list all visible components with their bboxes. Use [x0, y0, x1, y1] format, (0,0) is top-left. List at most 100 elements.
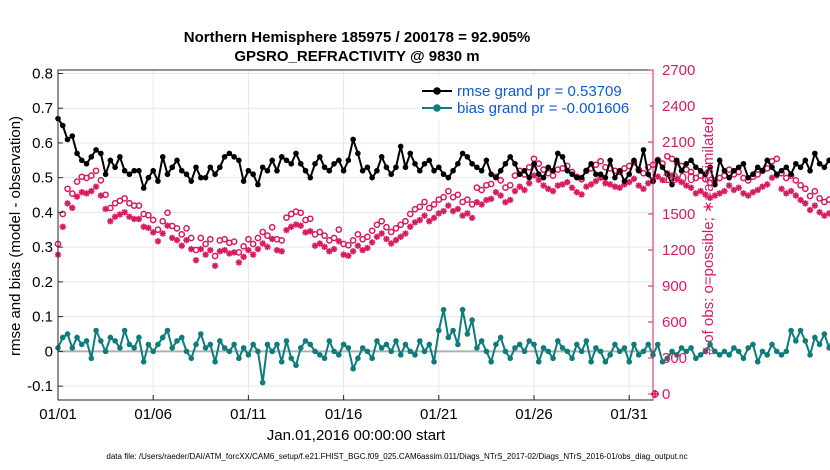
obs-assimilated-point	[478, 201, 485, 208]
obs-possible-point	[306, 215, 314, 223]
rmse-point	[593, 171, 599, 178]
obs-assimilated-point	[492, 189, 500, 196]
rmse-point	[112, 164, 118, 171]
obs-possible-point	[687, 168, 695, 176]
rmse-point	[307, 174, 314, 181]
star-stroke	[431, 214, 437, 221]
obs-possible-point	[506, 181, 514, 189]
rmse-point	[231, 154, 237, 160]
obs-assimilated-point	[540, 182, 547, 189]
obs-assimilated-point	[192, 257, 200, 264]
obs-assimilated-point	[411, 219, 419, 226]
obs-assimilated-point	[297, 222, 304, 229]
rmse-point	[569, 171, 575, 178]
obs-possible-point	[478, 186, 485, 194]
rmse-series	[55, 115, 830, 191]
legend-rmse-marker	[433, 87, 441, 95]
obs-assimilated-point	[288, 223, 295, 230]
star-stroke	[640, 186, 647, 192]
star-stroke	[59, 223, 66, 230]
rmse-point	[559, 154, 566, 160]
bias-point	[783, 348, 790, 355]
bias-point	[654, 341, 661, 348]
star-stroke	[250, 251, 257, 258]
rmse-point	[726, 174, 732, 181]
star-stroke	[464, 210, 471, 217]
rmse-point	[555, 150, 561, 157]
bias-point	[274, 341, 280, 348]
star-stroke	[750, 189, 756, 196]
obs-possible-point	[345, 241, 352, 249]
rmse-point	[678, 167, 685, 174]
star-stroke	[226, 250, 233, 257]
bias-point	[416, 338, 423, 344]
obs-assimilated-point	[407, 223, 414, 230]
star-stroke	[731, 187, 737, 193]
rmse-point	[126, 171, 133, 178]
obs-assimilated-point	[778, 185, 785, 193]
rmse-point	[731, 167, 737, 174]
obs-assimilated-point	[521, 186, 528, 194]
rmse-point	[102, 171, 109, 178]
obs-assimilated-point	[468, 214, 476, 222]
obs-possible-point	[145, 211, 152, 219]
right-tick-label: 0	[662, 386, 670, 403]
bias-point	[174, 338, 180, 344]
obs-assimilated-point	[716, 190, 723, 197]
bias-point	[359, 345, 366, 351]
obs-assimilated-point	[88, 187, 95, 195]
obs-possible-point	[725, 166, 733, 173]
bias-point	[102, 348, 109, 355]
obs-possible-point	[373, 221, 381, 229]
obs-assimilated-point	[235, 259, 243, 266]
star-stroke	[107, 218, 114, 225]
star-stroke	[440, 208, 447, 215]
bias-point	[93, 327, 99, 334]
bias-point	[340, 341, 347, 348]
rmse-point	[564, 167, 571, 174]
bias-point	[226, 348, 233, 355]
star-stroke	[426, 218, 433, 225]
star-stroke	[683, 182, 690, 189]
rmse-point	[607, 157, 613, 164]
bias-point	[802, 338, 809, 344]
star-stroke	[626, 179, 633, 186]
obs-possible-point	[206, 235, 214, 243]
rmse-point	[88, 154, 95, 160]
obs-assimilated-point	[254, 245, 262, 253]
legend-bias-label: bias grand pr = -0.001606	[457, 100, 629, 117]
obs-assimilated-point	[426, 218, 433, 225]
bias-point	[759, 348, 766, 355]
star-stroke	[69, 204, 76, 211]
bias-point	[402, 341, 409, 348]
rmse-point	[797, 164, 804, 171]
rmse-point	[745, 174, 751, 181]
obs-assimilated-point	[283, 226, 290, 234]
star-stroke	[688, 184, 694, 191]
obs-assimilated-point	[554, 182, 561, 189]
star-stroke	[393, 237, 399, 244]
bias-point	[202, 345, 209, 351]
obs-assimilated-point	[768, 174, 776, 181]
rmse-point	[198, 174, 204, 181]
star-stroke	[602, 180, 609, 187]
obs-possible-point	[811, 187, 819, 195]
obs-assimilated-point	[154, 238, 162, 245]
obs-assimilated-point	[340, 251, 347, 258]
rmse-point	[74, 150, 80, 157]
star-stroke	[340, 251, 347, 258]
star-stroke	[716, 190, 723, 197]
star-stroke	[645, 180, 652, 187]
star-stroke	[769, 174, 775, 181]
bias-point	[621, 345, 628, 351]
rmse-point	[521, 167, 528, 174]
star-stroke	[397, 233, 404, 240]
obs-possible-point	[240, 243, 247, 250]
bias-point	[407, 348, 414, 355]
left-tick-label: 0.8	[32, 65, 53, 82]
x-tick-label: 01/11	[230, 406, 266, 423]
obs-possible-point	[59, 210, 67, 218]
obs-assimilated-point	[330, 245, 338, 253]
bias-point	[816, 341, 823, 348]
bias-point	[269, 348, 276, 355]
